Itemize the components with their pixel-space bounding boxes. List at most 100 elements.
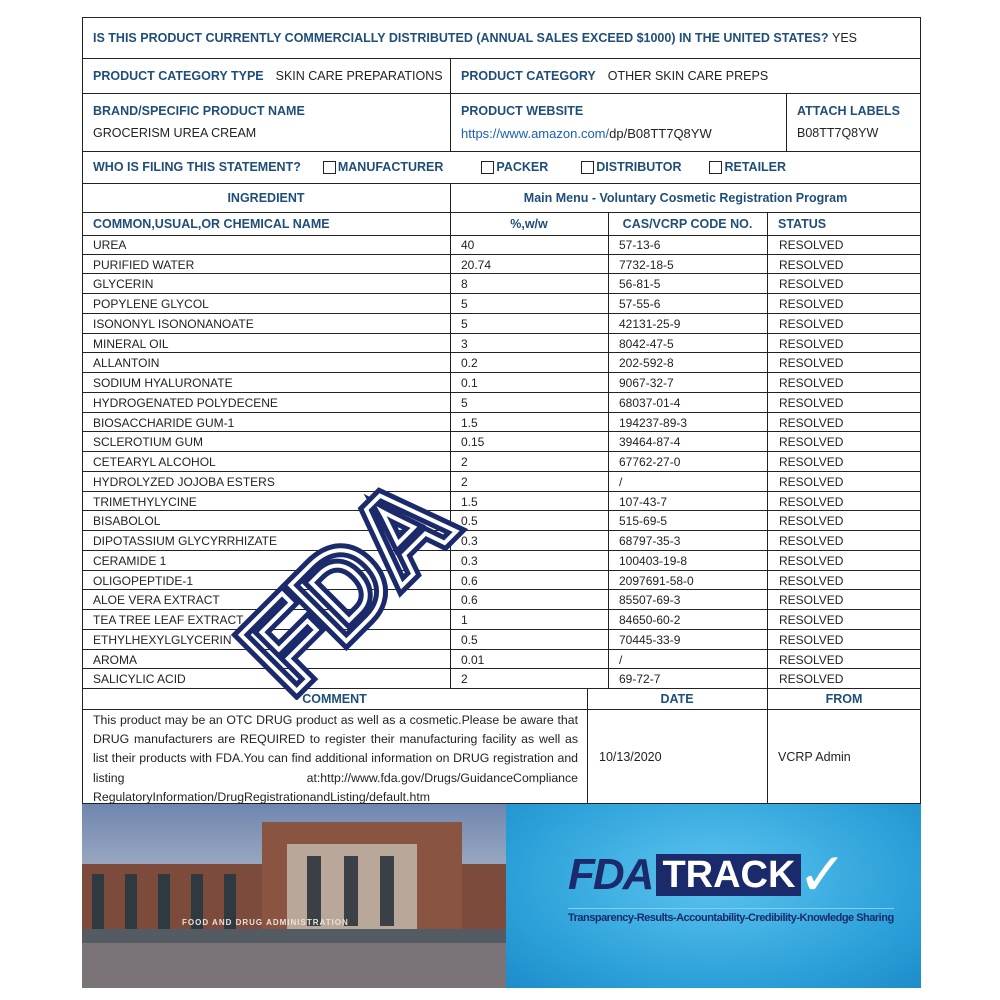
table-row: TRIMETHYLYCINE 1.5 107-43-7 RESOLVED	[82, 492, 921, 512]
table-row: OLIGOPEPTIDE-1 0.6 2097691-58-0 RESOLVED	[82, 571, 921, 591]
ingredient-status: RESOLVED	[779, 257, 844, 272]
ingredient-cas: 70445-33-9	[619, 632, 681, 647]
ingredient-percent: 2	[461, 455, 468, 470]
checkbox-retailer[interactable]: RETAILER	[709, 160, 786, 174]
ingredient-status: RESOLVED	[779, 553, 844, 568]
ingredient-cas: 68797-35-3	[619, 534, 681, 549]
ingredient-name: SCLEROTIUM GUM	[93, 435, 204, 450]
ingredient-cas: 56-81-5	[619, 277, 661, 292]
ingredient-name: ISONONYL ISONONANOATE	[93, 316, 254, 331]
ingredient-status: RESOLVED	[779, 652, 844, 667]
ingredient-cas: /	[619, 652, 623, 667]
ingredient-cas: 85507-69-3	[619, 593, 681, 608]
ingredient-cas: 9067-32-7	[619, 376, 674, 391]
ingredient-name: BIOSACCHARIDE GUM-1	[93, 415, 235, 430]
ingredient-status: RESOLVED	[779, 356, 844, 371]
ingredient-name: CERAMIDE 1	[93, 553, 167, 568]
checkbox-distributor[interactable]: DISTRIBUTOR	[581, 160, 681, 174]
ingredient-name: HYDROGENATED POLYDECENE	[93, 395, 278, 410]
comment-from: VCRP Admin	[778, 749, 851, 764]
table-row: BISABOLOL 0.5 515-69-5 RESOLVED	[82, 511, 921, 532]
ingredient-percent: 1.5	[461, 415, 478, 430]
fda-track-banner: FDA TRACK ✓ Transparency-Results-Account…	[506, 804, 921, 988]
ingredient-cas: 42131-25-9	[619, 316, 681, 331]
ingredient-name: PURIFIED WATER	[93, 257, 195, 272]
ingredient-percent: 0.6	[461, 593, 478, 608]
ingredient-status: RESOLVED	[779, 297, 844, 312]
ingredient-name: SODIUM HYALURONATE	[93, 376, 233, 391]
fda-building-photo: FOOD AND DRUG ADMINISTRATION	[82, 804, 506, 988]
ingredient-percent: 0.6	[461, 573, 478, 588]
ingredient-percent: 20.74	[461, 257, 492, 272]
ingredient-percent: 1.5	[461, 494, 478, 509]
ingredient-cas: 84650-60-2	[619, 613, 681, 628]
filing-row: WHO IS FILING THIS STATEMENT? MANUFACTUR…	[93, 160, 787, 174]
ingredient-name: UREA	[93, 238, 127, 252]
ingredient-cas: 67762-27-0	[619, 455, 681, 470]
ingredient-name: ALOE VERA EXTRACT	[93, 593, 220, 608]
ingredient-cas: 202-592-8	[619, 356, 674, 371]
col-status: STATUS	[778, 216, 827, 231]
ingredient-name: CETEARYL ALCOHOL	[93, 455, 216, 470]
ingredient-name: TRIMETHYLYCINE	[93, 494, 197, 509]
ingredient-status: RESOLVED	[779, 593, 844, 608]
website-link[interactable]: https://www.amazon.com/	[461, 125, 610, 141]
ingredient-name: AROMA	[93, 652, 138, 667]
ingredient-percent: 0.3	[461, 534, 478, 549]
checkmark-icon: ✓	[797, 841, 848, 908]
ingredient-percent: 0.3	[461, 553, 478, 568]
ingredient-name: TEA TREE LEAF EXTRACT	[93, 613, 244, 628]
ingredient-status: RESOLVED	[779, 435, 844, 450]
table-row: GLYCERIN 8 56-81-5 RESOLVED	[82, 274, 921, 295]
col-percent: %,w/w	[510, 216, 548, 231]
date-header: DATE	[660, 692, 694, 706]
ingredient-status: RESOLVED	[779, 277, 844, 292]
ingredient-cas: 515-69-5	[619, 514, 668, 529]
ingredient-cas: 57-13-6	[619, 238, 661, 252]
table-row: PURIFIED WATER 20.74 7732-18-5 RESOLVED	[82, 255, 921, 275]
table-row: SODIUM HYALURONATE 0.1 9067-32-7 RESOLVED	[82, 373, 921, 393]
ingredient-status: RESOLVED	[779, 494, 844, 509]
distribution-answer: YES	[831, 30, 857, 45]
ingredient-name: OLIGOPEPTIDE-1	[93, 573, 194, 588]
table-row: UREA 40 57-13-6 RESOLVED	[82, 235, 921, 255]
fda-watermark-logo: FDA FDA	[215, 470, 475, 700]
table-row: ISONONYL ISONONANOATE 5 42131-25-9 RESOLVED	[82, 314, 921, 334]
ingredient-cas: 194237-89-3	[619, 415, 688, 430]
table-row: ALOE VERA EXTRACT 0.6 85507-69-3 RESOLVED	[82, 590, 921, 611]
comment-date: 10/13/2020	[599, 749, 662, 764]
ingredient-cas: 57-55-6	[619, 297, 661, 312]
ingredient-status: RESOLVED	[779, 415, 844, 430]
ingredient-cas: 107-43-7	[619, 494, 668, 509]
ingredient-status: RESOLVED	[779, 336, 844, 351]
ingredient-percent: 8	[461, 277, 468, 292]
ingredient-cas: 8042-47-5	[619, 336, 674, 351]
checkbox-manufacturer[interactable]: MANUFACTURER	[322, 160, 443, 174]
ingredient-cas: 39464-87-4	[619, 435, 681, 450]
ingredient-name: HYDROLYZED JOJOBA ESTERS	[93, 474, 275, 489]
ingredient-name: ALLANTOIN	[93, 356, 160, 371]
ingredient-header: INGREDIENT	[227, 190, 305, 205]
ingredient-percent: 0.2	[461, 356, 478, 371]
checkbox-packer[interactable]: PACKER	[481, 160, 548, 174]
attach-labels: ATTACH LABELS B08TT7Q8YW	[797, 104, 900, 140]
ingredient-percent: 40	[461, 238, 475, 252]
ingredient-percent: 5	[461, 297, 468, 312]
ingredient-percent: 2	[461, 474, 468, 489]
comment-header: COMMENT	[302, 692, 367, 706]
ingredient-name: ETHYLHEXYLGLYCERIN	[93, 632, 232, 647]
ingredient-cas: 100403-19-8	[619, 553, 688, 568]
table-row: TEA TREE LEAF EXTRACT 1 84650-60-2 RESOLVED	[82, 610, 921, 630]
ingredient-cas: 68037-01-4	[619, 395, 681, 410]
building-sign: FOOD AND DRUG ADMINISTRATION	[182, 918, 349, 927]
table-row: ALLANTOIN 0.2 202-592-8 RESOLVED	[82, 353, 921, 374]
ingredient-percent: 0.5	[461, 632, 478, 647]
table-row: AROMA 0.01 / RESOLVED	[82, 650, 921, 670]
ingredient-cas: /	[619, 474, 623, 489]
product-category: PRODUCT CATEGORY OTHER SKIN CARE PREPS	[461, 68, 769, 83]
table-row: MINERAL OIL 3 8042-47-5 RESOLVED	[82, 334, 921, 354]
table-row: HYDROGENATED POLYDECENE 5 68037-01-4 RESOLV…	[82, 393, 921, 413]
table-row: CETEARYL ALCOHOL 2 67762-27-0 RESOLVED	[82, 452, 921, 472]
ingredient-status: RESOLVED	[779, 613, 844, 628]
ingredient-percent: 5	[461, 395, 468, 410]
